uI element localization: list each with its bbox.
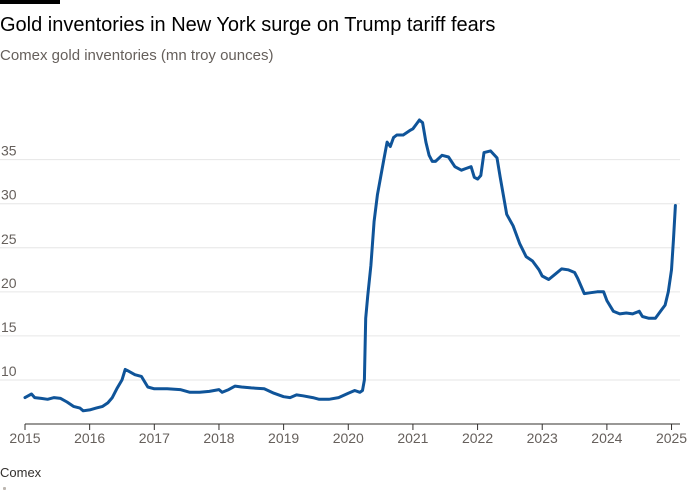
- x-tick-label: 2022: [462, 430, 493, 446]
- y-tick-label: 20: [1, 275, 17, 291]
- x-tick-label: 2021: [397, 430, 428, 446]
- chart-subtitle: Comex gold inventories (mn troy ounces): [0, 47, 274, 64]
- y-axis-ticks: 10 15 20 25 30 35: [1, 143, 17, 379]
- x-tick-label: 2017: [139, 430, 170, 446]
- series-line: [23, 118, 677, 413]
- x-tick-label: 2019: [268, 430, 299, 446]
- source-note: Comex: [0, 465, 42, 480]
- x-tick-label: 2016: [74, 430, 105, 446]
- brand-bar: [0, 0, 60, 4]
- x-tick-label: 2015: [9, 430, 40, 446]
- x-tick-label: 2024: [591, 430, 622, 446]
- y-tick-label: 10: [1, 363, 17, 379]
- y-tick-label: 35: [1, 143, 17, 159]
- x-tick-label: 2018: [203, 430, 234, 446]
- x-tick-label: 2020: [333, 430, 364, 446]
- x-tick-label: 2025: [656, 430, 687, 446]
- x-tick-label: 2023: [527, 430, 558, 446]
- chart-title: Gold inventories in New York surge on Tr…: [0, 14, 496, 36]
- grid-lines: [0, 159, 680, 381]
- corner-mark: [3, 487, 6, 490]
- series-layer: [23, 118, 677, 413]
- x-axis-ticks: 2015 2016 2017 2018 2019 2020 2021 2022 2023 2024…: [9, 423, 687, 446]
- y-tick-label: 15: [1, 319, 17, 335]
- y-tick-label: 30: [1, 187, 17, 203]
- y-tick-label: 25: [1, 231, 17, 247]
